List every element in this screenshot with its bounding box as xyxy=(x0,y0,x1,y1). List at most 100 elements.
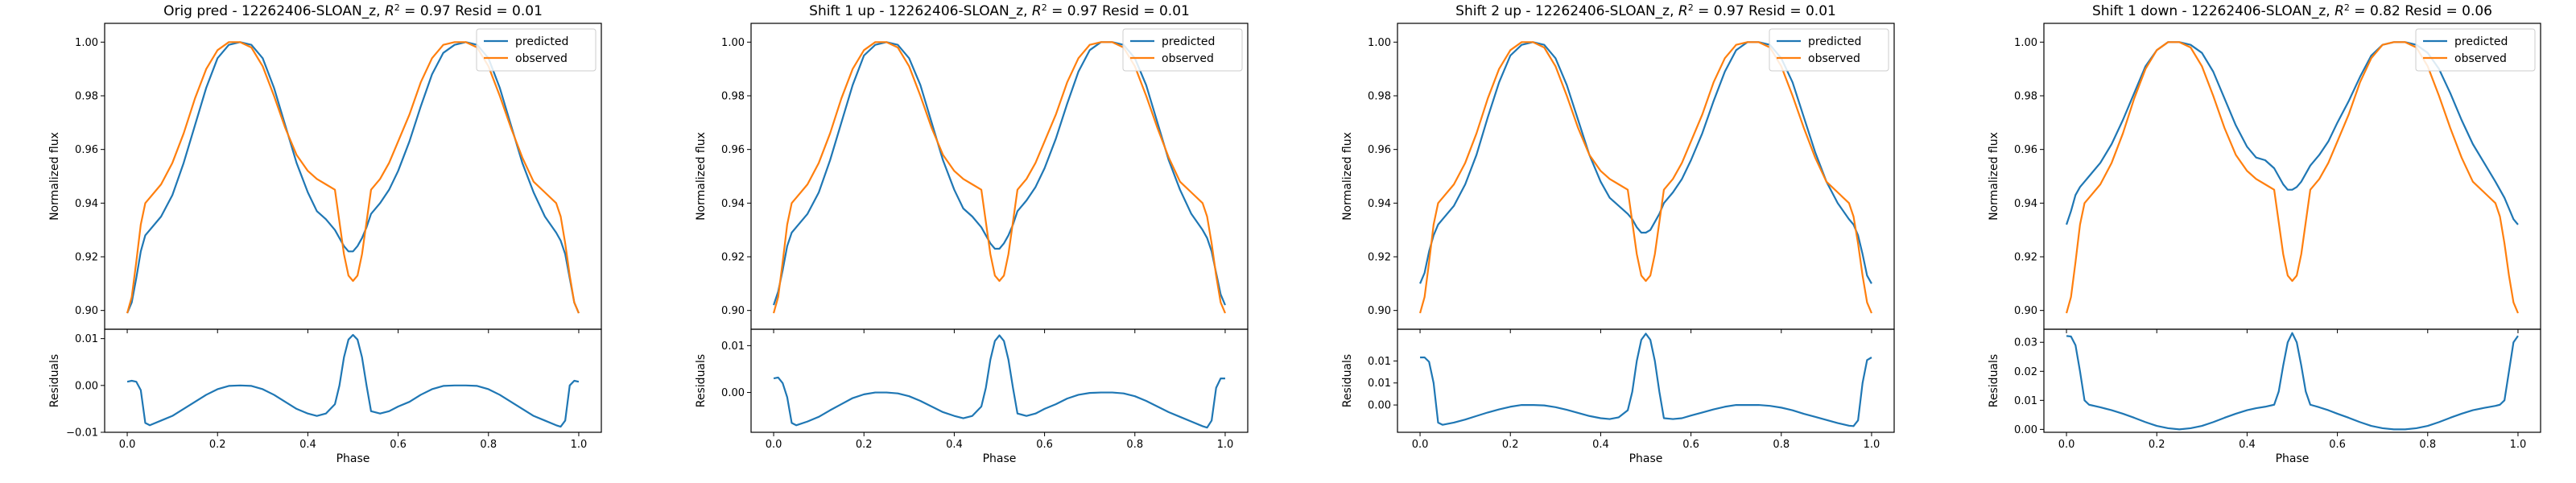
x-tick-label: 0.8 xyxy=(480,439,497,451)
x-tick-label: 1.0 xyxy=(2510,439,2527,451)
y-axis-label-flux: Normalized flux xyxy=(1341,132,1354,221)
y-tick-label-top: 0.90 xyxy=(75,305,98,317)
x-tick-label: 0.2 xyxy=(856,439,873,451)
y-tick-label-top: 0.92 xyxy=(721,252,745,264)
y-tick-label-bottom: 0.00 xyxy=(75,380,98,392)
x-tick-label: 0.0 xyxy=(2058,439,2075,451)
y-tick-label-bottom: 0.00 xyxy=(721,387,745,399)
legend-box xyxy=(476,28,597,72)
x-tick-label: 1.0 xyxy=(1864,439,1880,451)
legend-label-observed: observed xyxy=(2454,52,2507,65)
y-axis-label-residuals: Residuals xyxy=(695,354,708,407)
y-axis-label-flux: Normalized flux xyxy=(1988,132,2000,221)
y-tick-label-top: 0.90 xyxy=(1368,305,1391,317)
y-tick-label-top: 0.92 xyxy=(75,252,98,264)
bottom-axes-frame xyxy=(750,328,1249,433)
y-tick-label-top: 1.00 xyxy=(2014,37,2037,49)
subplot-shift-2-up: Shift 2 up - 12262406-SLOAN_z, R2 = 0.97… xyxy=(1341,2,1895,465)
series-line-observed xyxy=(1418,41,1872,314)
x-tick-label: 0.0 xyxy=(1412,439,1429,451)
subplot-orig-pred: Orig pred - 12262406-SLOAN_z, R2 = 0.97 … xyxy=(48,2,602,465)
y-tick-label-top: 0.94 xyxy=(721,198,745,210)
x-tick-label: 0.4 xyxy=(2239,439,2256,451)
x-tick-label: 0.0 xyxy=(766,439,782,451)
x-tick-label: 1.0 xyxy=(1217,439,1234,451)
residuals-line xyxy=(2066,332,2519,431)
x-axis-label-phase: Phase xyxy=(1629,452,1663,465)
x-axis-label-phase: Phase xyxy=(2276,452,2310,465)
x-tick-label: 0.8 xyxy=(1126,439,1143,451)
legend-box xyxy=(1122,28,1243,72)
y-tick-label-bottom: 0.03 xyxy=(2014,337,2037,349)
y-tick-label-top: 0.98 xyxy=(2014,91,2037,103)
y-tick-label-top: 0.94 xyxy=(2014,198,2037,210)
legend-label-predicted: predicted xyxy=(515,35,568,48)
x-tick-label: 0.2 xyxy=(2149,439,2165,451)
x-axis-label-phase: Phase xyxy=(983,452,1017,465)
x-tick-label: 0.4 xyxy=(299,439,316,451)
x-tick-label: 0.4 xyxy=(1592,439,1609,451)
y-tick-label-top: 0.94 xyxy=(1368,198,1391,210)
x-tick-label: 0.6 xyxy=(1036,439,1053,451)
y-tick-label-bottom: 0.01 xyxy=(2014,395,2037,407)
bottom-axes-frame xyxy=(104,328,602,433)
y-axis-label-residuals: Residuals xyxy=(48,354,61,407)
y-axis-label-residuals: Residuals xyxy=(1988,354,2000,407)
legend-label-observed: observed xyxy=(1162,52,1214,65)
y-tick-label-bottom: 0.00 xyxy=(2014,424,2037,436)
y-tick-label-top: 0.94 xyxy=(75,198,98,210)
residuals-line xyxy=(773,334,1225,429)
y-tick-label-top: 0.92 xyxy=(2014,252,2037,264)
subplot-title: Shift 2 up - 12262406-SLOAN_z, R2 = 0.97… xyxy=(1455,2,1836,20)
y-tick-label-bottom: −0.01 xyxy=(66,427,98,440)
x-tick-label: 0.6 xyxy=(1682,439,1699,451)
residuals-line xyxy=(1420,332,1872,427)
series-line-observed xyxy=(772,41,1226,314)
y-tick-label-top: 0.96 xyxy=(2014,144,2037,156)
series-line-observed xyxy=(126,41,580,314)
series-line-predicted xyxy=(773,41,1226,306)
y-tick-label-top: 0.98 xyxy=(1368,91,1391,103)
y-tick-label-bottom: 0.02 xyxy=(2014,366,2037,378)
y-tick-label-top: 0.90 xyxy=(721,305,745,317)
x-axis-label-phase: Phase xyxy=(336,452,370,465)
bottom-axes-frame xyxy=(2043,328,2541,433)
series-line-predicted xyxy=(2066,41,2519,225)
subplot-title: Orig pred - 12262406-SLOAN_z, R2 = 0.97 … xyxy=(163,2,543,20)
y-tick-label-top: 0.98 xyxy=(721,91,745,103)
residuals-line xyxy=(126,333,580,428)
subplot-shift-1-down: Shift 1 down - 12262406-SLOAN_z, R2 = 0.… xyxy=(1988,2,2541,465)
legend-label-predicted: predicted xyxy=(2454,35,2508,48)
y-tick-label-bottom: 0.00 xyxy=(1368,400,1391,412)
legend-label-predicted: predicted xyxy=(1162,35,1215,48)
y-axis-label-residuals: Residuals xyxy=(1341,354,1354,407)
y-tick-label-top: 0.96 xyxy=(721,144,745,156)
x-tick-label: 0.2 xyxy=(1502,439,1519,451)
y-tick-label-top: 1.00 xyxy=(1368,37,1391,49)
x-tick-label: 0.2 xyxy=(209,439,226,451)
legend-label-observed: observed xyxy=(515,52,568,65)
legend-box xyxy=(2415,28,2536,72)
subplot-title: Shift 1 up - 12262406-SLOAN_z, R2 = 0.97… xyxy=(809,2,1190,20)
series-line-predicted xyxy=(1419,41,1872,284)
x-tick-label: 1.0 xyxy=(571,439,588,451)
x-tick-label: 0.8 xyxy=(2419,439,2436,451)
y-tick-label-top: 1.00 xyxy=(75,37,98,49)
x-tick-label: 0.4 xyxy=(946,439,963,451)
x-tick-label: 0.0 xyxy=(119,439,136,451)
legend-label-observed: observed xyxy=(1808,52,1860,65)
y-tick-label-bottom: 0.01 xyxy=(721,341,745,353)
y-tick-label-top: 0.96 xyxy=(75,144,98,156)
y-tick-label-top: 0.92 xyxy=(1368,252,1391,264)
bottom-axes-frame xyxy=(1397,328,1895,433)
y-tick-label-top: 0.98 xyxy=(75,91,98,103)
y-axis-label-flux: Normalized flux xyxy=(695,132,708,221)
y-tick-label-bottom: 0.01 xyxy=(1368,378,1391,390)
x-tick-label: 0.6 xyxy=(390,439,407,451)
y-tick-label-top: 0.90 xyxy=(2014,305,2037,317)
y-tick-label-bottom: 0.01 xyxy=(1368,356,1391,368)
y-tick-label-top: 1.00 xyxy=(721,37,745,49)
subplot-title: Shift 1 down - 12262406-SLOAN_z, R2 = 0.… xyxy=(2092,2,2492,20)
